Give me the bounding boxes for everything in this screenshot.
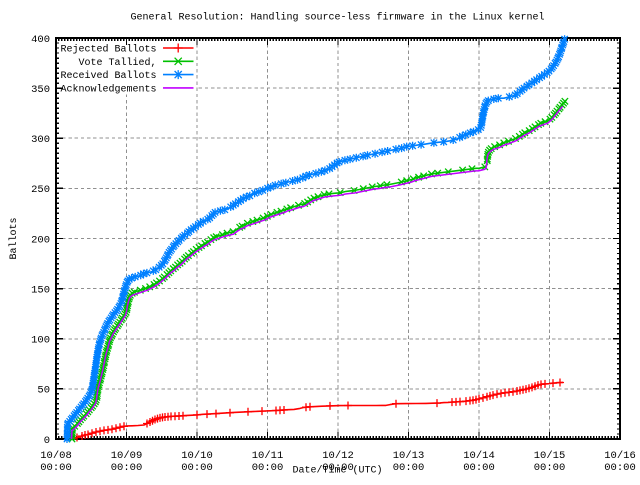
svg-text:10/12: 10/12: [322, 450, 354, 462]
svg-text:300: 300: [31, 134, 50, 146]
svg-text:Acknowledgements: Acknowledgements: [60, 84, 156, 96]
svg-text:10/14: 10/14: [463, 450, 495, 462]
svg-text:00:00: 00:00: [40, 462, 72, 474]
svg-text:150: 150: [31, 284, 50, 296]
svg-text:250: 250: [31, 184, 50, 196]
svg-text:Date/Time (UTC): Date/Time (UTC): [292, 465, 382, 477]
svg-text:00:00: 00:00: [252, 462, 284, 474]
svg-text:100: 100: [31, 335, 50, 347]
svg-text:Received Ballots: Received Ballots: [60, 70, 156, 82]
svg-text:50: 50: [37, 385, 50, 397]
svg-text:10/08: 10/08: [40, 450, 72, 462]
svg-text:00:00: 00:00: [393, 462, 425, 474]
svg-text:400: 400: [31, 34, 50, 46]
svg-text:10/13: 10/13: [393, 450, 425, 462]
svg-text:General Resolution: Handling s: General Resolution: Handling source-less…: [130, 12, 544, 24]
svg-text:00:00: 00:00: [322, 462, 354, 474]
svg-text:00:00: 00:00: [534, 462, 566, 474]
svg-text:10/10: 10/10: [181, 450, 213, 462]
svg-text:0: 0: [44, 435, 50, 447]
svg-text:00:00: 00:00: [604, 462, 636, 474]
svg-text:Vote Tallied,: Vote Tallied,: [78, 57, 156, 69]
svg-text:00:00: 00:00: [111, 462, 143, 474]
svg-text:350: 350: [31, 84, 50, 96]
svg-text:10/09: 10/09: [111, 450, 143, 462]
svg-text:00:00: 00:00: [463, 462, 495, 474]
svg-text:10/11: 10/11: [252, 450, 284, 462]
svg-text:10/16: 10/16: [604, 450, 636, 462]
svg-text:200: 200: [31, 234, 50, 246]
svg-text:10/15: 10/15: [534, 450, 566, 462]
svg-text:00:00: 00:00: [181, 462, 213, 474]
svg-text:Rejected Ballots: Rejected Ballots: [60, 44, 156, 56]
svg-text:Ballots: Ballots: [8, 217, 20, 259]
